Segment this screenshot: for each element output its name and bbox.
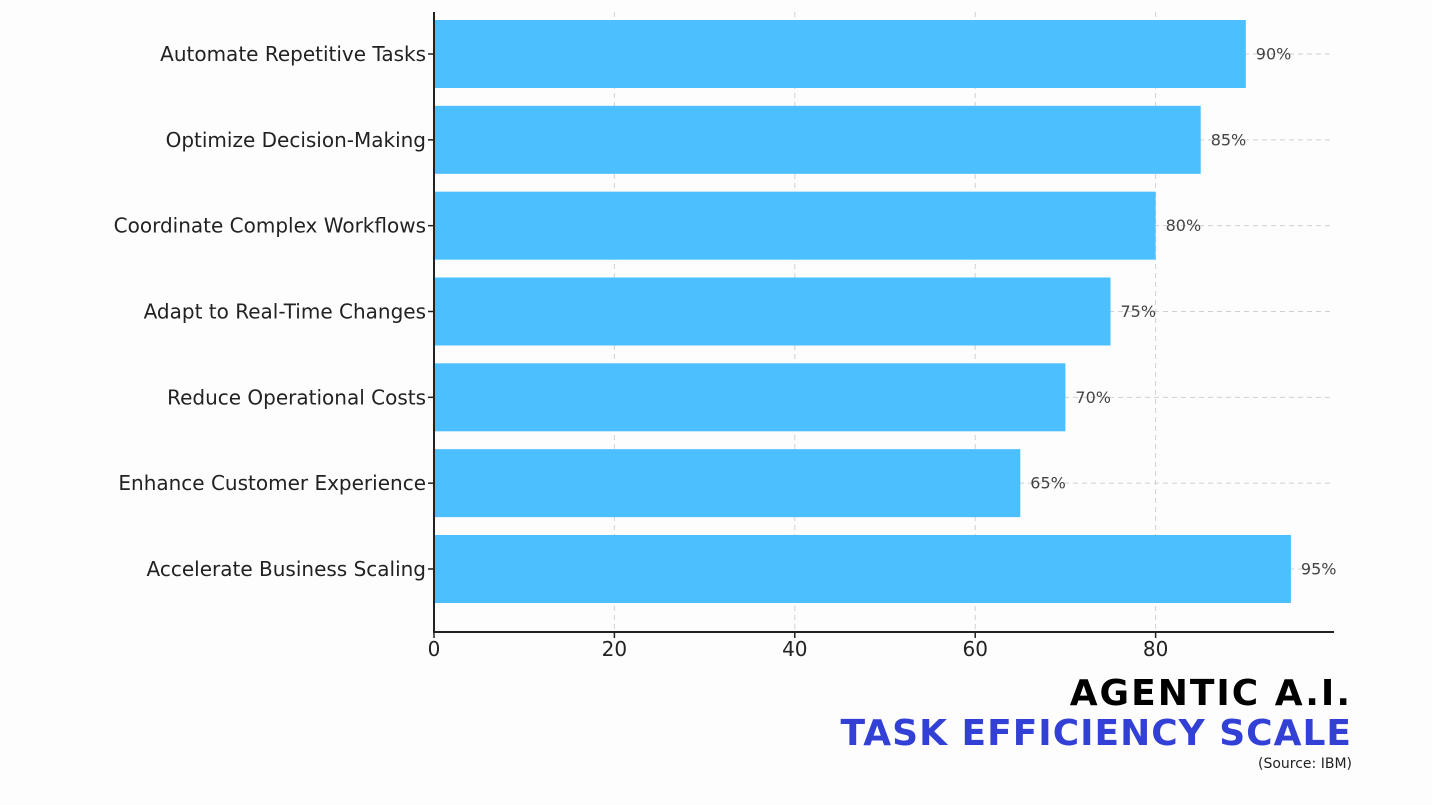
bar	[434, 20, 1246, 88]
category-label: Coordinate Complex Workflows	[114, 214, 426, 238]
value-label: 65%	[1030, 474, 1066, 493]
value-label: 95%	[1301, 559, 1337, 578]
value-label: 80%	[1166, 216, 1202, 235]
category-label: Enhance Customer Experience	[118, 471, 426, 495]
category-label: Reduce Operational Costs	[167, 385, 426, 409]
bar	[434, 191, 1156, 260]
bars	[434, 20, 1291, 603]
bar	[434, 449, 1021, 518]
category-label: Accelerate Business Scaling	[147, 557, 426, 581]
x-tick-label: 20	[602, 637, 627, 661]
caption-subtitle: TASK EFFICIENCY SCALE	[840, 713, 1352, 754]
axes	[428, 12, 1334, 638]
category-label: Automate Repetitive Tasks	[160, 42, 426, 66]
bar	[434, 105, 1201, 174]
category-label: Adapt to Real-Time Changes	[144, 299, 426, 323]
x-tick-label: 60	[962, 637, 987, 661]
value-label: 90%	[1256, 45, 1292, 64]
x-tick-label: 0	[428, 637, 441, 661]
bar	[434, 277, 1111, 346]
caption-source: (Source: IBM)	[1258, 756, 1352, 772]
bar	[434, 363, 1066, 432]
x-tick-label: 40	[782, 637, 807, 661]
labels: Automate Repetitive Tasks 90% Optimize Dec…	[114, 42, 1337, 661]
chart-caption: AGENTIC A.I. TASK EFFICIENCY SCALE (Sour…	[841, 674, 1352, 774]
caption-title: AGENTIC A.I.	[1069, 673, 1352, 714]
bar	[434, 534, 1291, 603]
category-label: Optimize Decision-Making	[166, 128, 426, 152]
value-label: 75%	[1121, 302, 1157, 321]
value-label: 85%	[1211, 130, 1247, 149]
x-tick-label: 80	[1143, 637, 1168, 661]
value-label: 70%	[1075, 388, 1111, 407]
